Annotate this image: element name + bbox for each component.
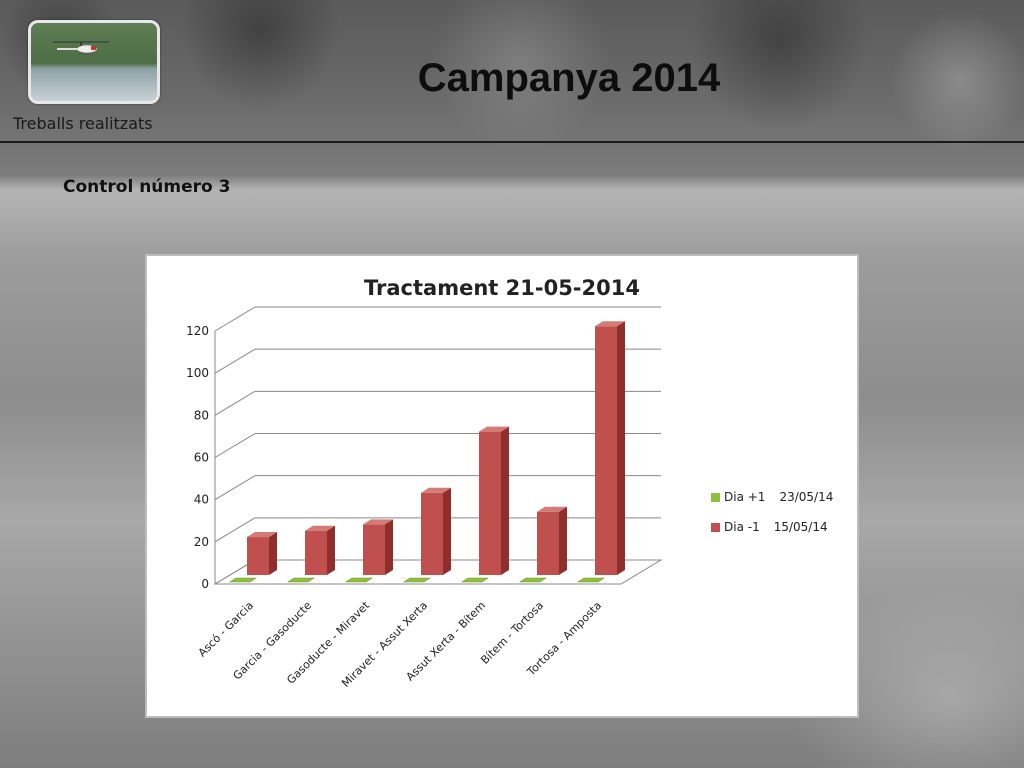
y-tick-label: 100 — [186, 366, 209, 380]
bar-top-dia-minus-1 — [247, 532, 277, 538]
gridline-side — [214, 306, 256, 332]
bar-top-dia-minus-1 — [305, 525, 335, 531]
helicopter-thumbnail — [28, 20, 160, 104]
bar-side-dia-minus-1 — [443, 487, 451, 575]
bar-dia-minus-1 — [363, 524, 385, 575]
bar-dia-plus-1 — [229, 577, 257, 583]
y-tick-label: 0 — [201, 577, 209, 591]
y-tick-label: 40 — [194, 493, 209, 507]
bar-top-dia-minus-1 — [479, 426, 509, 432]
bar-side-dia-minus-1 — [501, 426, 509, 575]
y-tick-label: 80 — [194, 408, 209, 422]
header-divider — [0, 141, 1024, 143]
bar-side-dia-minus-1 — [385, 519, 393, 575]
helicopter-icon — [53, 41, 109, 55]
gridline-side — [214, 517, 256, 543]
page-title: Campanya 2014 — [417, 56, 721, 100]
chart-panel: 0 20 40 60 80 100 120 Ascó - Garcia Garcia - Gas… — [145, 254, 859, 718]
legend-series-name: Dia -1 — [724, 520, 760, 534]
gridline-side — [214, 348, 256, 374]
legend-series-date: 23/05/14 — [779, 490, 834, 504]
x-category-label: Ascó - Garcia — [196, 599, 256, 659]
y-tick-label: 20 — [194, 535, 209, 549]
bar-dia-minus-1 — [595, 326, 617, 575]
legend-swatch-green — [711, 493, 720, 502]
bar-top-dia-minus-1 — [595, 321, 625, 327]
bar-dia-minus-1 — [247, 537, 269, 575]
legend-series-name: Dia +1 — [724, 490, 766, 504]
legend-swatch-red — [711, 523, 720, 532]
bar-top-dia-minus-1 — [421, 487, 451, 493]
gridline-side — [214, 433, 256, 458]
gridline-side — [214, 475, 256, 501]
section-heading: Control número 3 — [63, 177, 231, 197]
y-tick-label: 60 — [194, 451, 209, 465]
bar-dia-plus-1 — [287, 577, 315, 583]
legend-series-date: 15/05/14 — [773, 520, 828, 534]
bar-dia-minus-1 — [305, 530, 327, 575]
bar-side-dia-minus-1 — [617, 321, 625, 575]
chart-title: Tractament 21-05-2014 — [364, 276, 640, 300]
legend-item-dia-minus-1: Dia -1 15/05/14 — [711, 520, 828, 534]
bar-top-dia-minus-1 — [363, 519, 393, 525]
bar-dia-minus-1 — [537, 511, 559, 575]
bar-side-dia-minus-1 — [559, 506, 567, 575]
gridline-side — [214, 390, 256, 416]
bar-dia-plus-1 — [577, 577, 605, 583]
bar-dia-plus-1 — [345, 577, 373, 583]
page-subtitle: Treballs realitzats — [13, 114, 153, 133]
bar-side-dia-minus-1 — [327, 525, 335, 575]
legend-item-dia-plus-1: Dia +1 23/05/14 — [711, 490, 833, 504]
bar-dia-plus-1 — [403, 577, 431, 583]
bar-side-dia-minus-1 — [269, 532, 277, 575]
y-tick-label: 120 — [186, 324, 209, 338]
bar-dia-minus-1 — [421, 492, 443, 575]
bar-dia-plus-1 — [519, 577, 547, 583]
bar-top-dia-minus-1 — [537, 506, 567, 512]
chart-floor — [213, 559, 663, 585]
bar-dia-plus-1 — [461, 577, 489, 583]
background-forest — [0, 0, 1024, 185]
bar-dia-minus-1 — [479, 431, 501, 575]
